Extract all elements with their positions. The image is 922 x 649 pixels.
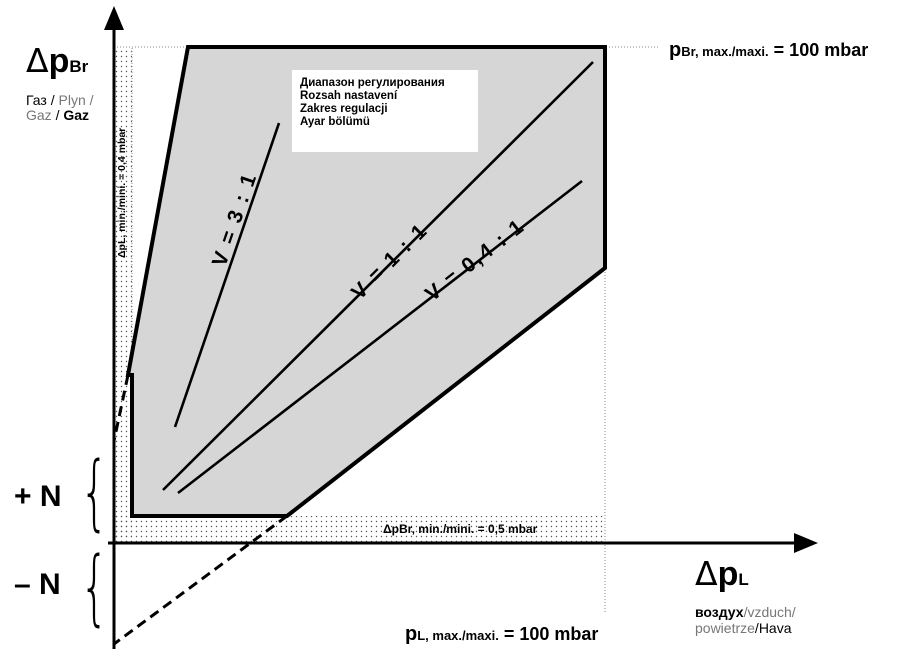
delta-symbol: Δ	[26, 41, 49, 80]
plus-offset-brace: {	[80, 445, 109, 540]
min-gas-band	[114, 516, 604, 543]
x-axis-arrow	[794, 533, 818, 553]
l-min-label: ΔpL, min./mini. = 0,4 mbar	[116, 127, 128, 258]
legend-tr: Ayar bölümü	[300, 116, 370, 128]
air-pl: powietrze	[695, 620, 755, 636]
x-axis-symbol: p	[717, 555, 739, 593]
ratio-line-1-1	[162, 61, 594, 491]
l-max-value: = 100 mbar	[498, 624, 599, 644]
control-range-region	[125, 45, 607, 518]
y-axis-symbol: p	[48, 42, 70, 80]
gas-ru: Газ	[26, 92, 47, 108]
offset-extension-upper	[112, 374, 130, 442]
minus-offset-brace: {	[80, 540, 109, 635]
x-axis-label: ΔpL	[695, 557, 749, 591]
y-axis-medium: Газ / Plyn / Gaz / Gaz	[26, 93, 106, 123]
sep-2: /	[51, 107, 64, 123]
br-max-symbol: p	[669, 39, 682, 61]
minus-offset-label: – N	[14, 568, 61, 601]
br-max-label: pBr, max./maxi. = 100 mbar	[669, 40, 868, 60]
l-max-sub: L, max./maxi.	[417, 628, 499, 643]
ratio-line-0-4-1	[177, 179, 583, 495]
sep-3: /	[754, 620, 759, 636]
br-min-label: ΔpBr, min./mini. = 0,5 mbar	[383, 522, 538, 536]
ratio-line-3-1	[173, 122, 281, 428]
min-air-band	[114, 48, 132, 543]
gas-pl: Gaz	[26, 107, 52, 123]
air-ru: воздух	[695, 604, 744, 620]
l-max-label: pL, max./maxi. = 100 mbar	[405, 624, 598, 644]
control-range-legend: Диапазон регулирования Rozsah nastavení …	[292, 70, 478, 152]
air-tr: Hava	[758, 620, 792, 636]
air-cz: /vzduch/	[743, 604, 796, 620]
l-max-symbol: p	[405, 623, 418, 645]
gas-cz: Plyn /	[58, 92, 94, 108]
x-axis-subscript: L	[738, 570, 749, 589]
br-max-value: = 100 mbar	[768, 40, 869, 60]
plus-offset-label: + N	[14, 480, 62, 513]
y-axis-label: ΔpBr	[26, 44, 88, 78]
y-axis-subscript: Br	[69, 57, 89, 76]
offset-extension-lower	[113, 514, 288, 646]
delta-symbol-x: Δ	[695, 554, 718, 593]
legend-pl: Zakres regulacji	[300, 103, 388, 115]
br-max-sub: Br, max./maxi.	[681, 44, 769, 59]
legend-ru: Диапазон регулирования	[300, 77, 445, 89]
gas-tr: Gaz	[63, 107, 90, 123]
sep-1: /	[46, 92, 59, 108]
legend-cz: Rozsah nastavení	[300, 90, 398, 102]
x-axis-medium: воздух/vzduch/ powietrze/Hava	[695, 604, 796, 636]
y-axis-arrow	[104, 6, 124, 30]
